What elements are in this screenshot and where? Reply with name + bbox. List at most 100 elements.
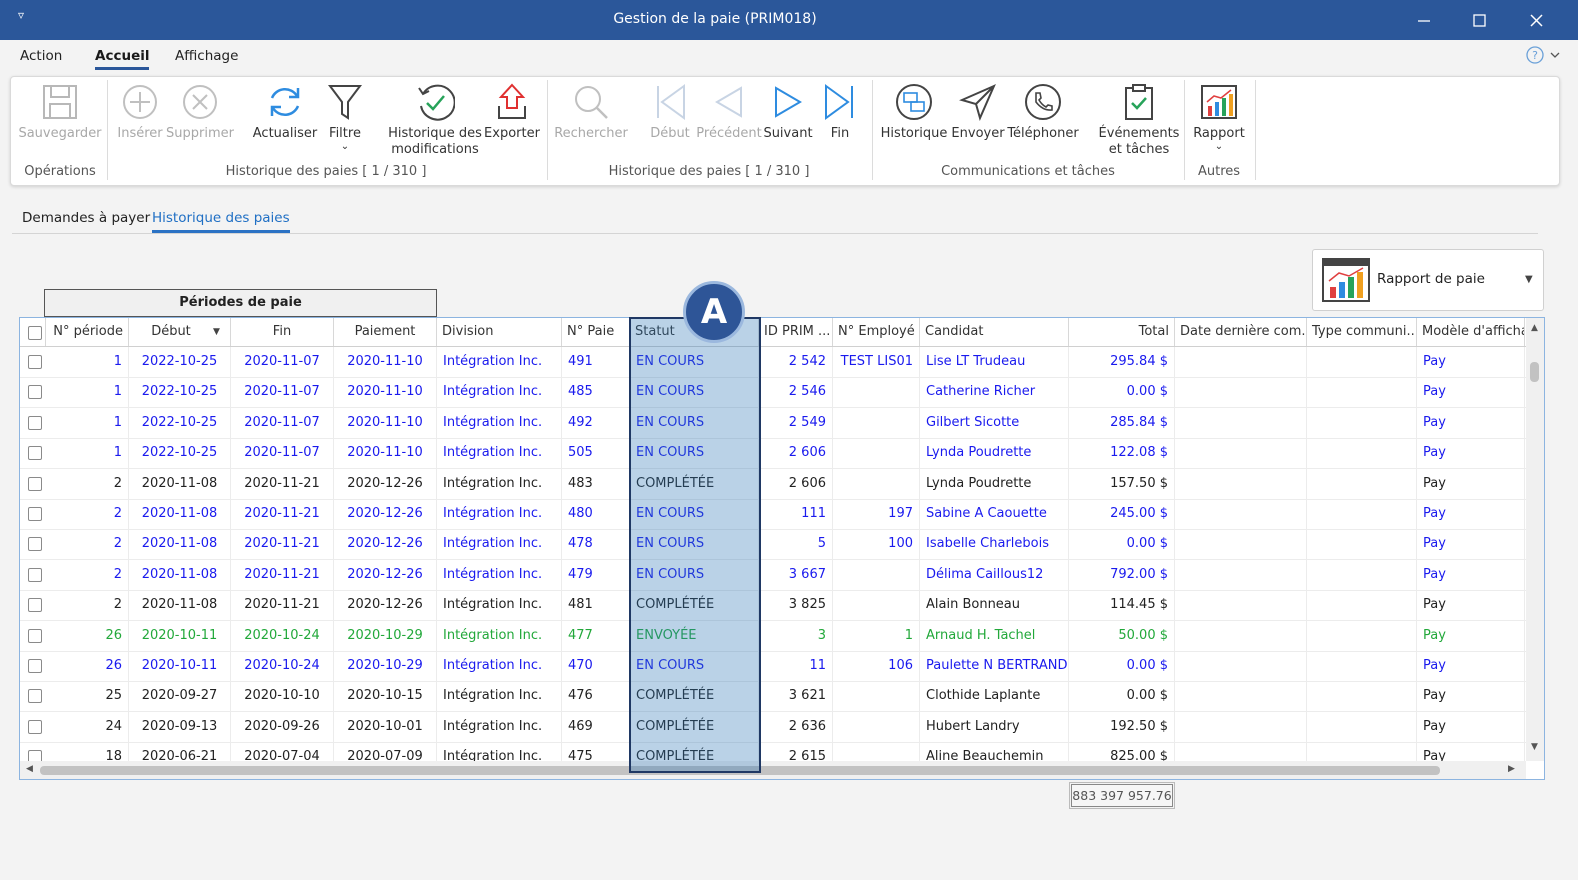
dropdown-arrow: ⌄ (297, 142, 393, 152)
grid-cell: 26 (46, 651, 129, 681)
checkbox[interactable] (28, 629, 42, 643)
grid-cell (833, 408, 920, 438)
grid-row: 182020-06-212020-07-042020-07-09Intégrat… (20, 742, 1526, 761)
grid-cell: 825.00 $ (1069, 742, 1175, 761)
report-button[interactable]: Rapport de paie ▼ (1312, 249, 1544, 311)
column-header[interactable]: Candidat (920, 318, 1069, 346)
grid-cell (833, 560, 920, 590)
phone-button[interactable]: Téléphoner (995, 82, 1091, 142)
grid-body: 12022-10-252020-11-072020-11-10Intégrati… (20, 347, 1526, 761)
scroll-up[interactable]: ▲ (1531, 323, 1538, 333)
column-header[interactable]: Date dernière com... (1175, 318, 1307, 346)
label: Téléphoner (1007, 126, 1078, 141)
delete-button[interactable]: Supprimer (152, 82, 248, 142)
checkbox[interactable] (28, 355, 42, 369)
grid-cell: 792.00 $ (1069, 560, 1175, 590)
menu-tab[interactable]: Affichage (175, 48, 238, 64)
horizontal-scrollbar[interactable]: ◀ ▶ (20, 761, 1526, 779)
grid-cell (1307, 712, 1417, 742)
checkbox[interactable] (28, 446, 42, 460)
checkbox[interactable] (28, 689, 42, 703)
report-menu-button[interactable]: Rapport⌄ (1171, 82, 1267, 152)
icon (180, 82, 220, 122)
grid-cell: 2 (46, 590, 129, 620)
grid-cell: 2020-11-21 (231, 529, 334, 559)
group-label: Communications et tâches (941, 164, 1115, 179)
grid-cell: Intégration Inc. (437, 590, 562, 620)
menu-tab[interactable]: Action (20, 48, 62, 64)
grid-cell: 491 (562, 347, 630, 377)
grid-cell: 2020-11-10 (334, 377, 437, 407)
column-header[interactable]: Fin (231, 318, 334, 346)
column-highlight (629, 317, 761, 773)
label: Exporter (484, 126, 540, 141)
column-header[interactable]: Total (1069, 318, 1175, 346)
window-controls[interactable] (1410, 10, 1560, 32)
checkbox[interactable] (28, 659, 42, 673)
column-header[interactable]: Modèle d'affichag (1417, 318, 1525, 346)
column-header[interactable]: Paiement (334, 318, 437, 346)
grid-cell: 478 (562, 529, 630, 559)
column-header[interactable]: Division (437, 318, 562, 346)
checkbox[interactable] (28, 507, 42, 521)
grid-cell: 2020-11-21 (231, 590, 334, 620)
grid-cell: 483 (562, 469, 630, 499)
grid-cell: Pay (1417, 712, 1525, 742)
grid-cell: 197 (833, 499, 920, 529)
help-icon[interactable]: ? (1524, 45, 1564, 65)
checkbox[interactable] (28, 385, 42, 399)
grid-cell (1307, 347, 1417, 377)
grid-cell: 2020-12-26 (334, 529, 437, 559)
column-header[interactable]: N° Employé (833, 318, 920, 346)
grid-cell: 111 (759, 499, 833, 529)
annotation-marker: A (683, 281, 745, 343)
icon (894, 82, 934, 122)
grid-cell (1175, 408, 1307, 438)
grid-cell: Intégration Inc. (437, 499, 562, 529)
grid-cell: Clothide Laplante (920, 681, 1069, 711)
column-header[interactable]: N° Paie (562, 318, 630, 346)
checkbox[interactable] (28, 598, 42, 612)
grid-cell: Gilbert Sicotte (920, 408, 1069, 438)
filter-button[interactable]: Filtre⌄ (297, 82, 393, 152)
checkbox[interactable] (28, 750, 42, 761)
checkbox[interactable] (28, 326, 42, 340)
checkbox[interactable] (28, 477, 42, 491)
grid-cell (1175, 651, 1307, 681)
grid-cell: 2020-12-26 (334, 590, 437, 620)
grid-cell: Intégration Inc. (437, 681, 562, 711)
grid-cell: Pay (1417, 438, 1525, 468)
grid-cell (1307, 590, 1417, 620)
scroll-thumb[interactable] (1530, 362, 1539, 382)
column-header[interactable]: Type communi... (1307, 318, 1417, 346)
total-sum: 883 397 957.76 (1071, 784, 1173, 807)
tab[interactable]: Historique des paies (152, 210, 290, 233)
tab[interactable]: Demandes à payer (22, 210, 150, 226)
column-header[interactable]: ID PRIM ... (759, 318, 833, 346)
grid-cell: Intégration Inc. (437, 560, 562, 590)
vertical-scrollbar[interactable]: ▲ ▼ (1526, 318, 1544, 761)
checkbox[interactable] (28, 568, 42, 582)
grid-cell (1307, 560, 1417, 590)
column-header[interactable]: N° période (46, 318, 129, 346)
scroll-down[interactable]: ▼ (1531, 742, 1538, 752)
scroll-left[interactable]: ◀ (26, 764, 33, 774)
grid-cell: Pay (1417, 681, 1525, 711)
grid-cell: 479 (562, 560, 630, 590)
grid-cell (1175, 377, 1307, 407)
menu-tab[interactable]: Accueil (95, 48, 149, 70)
checkbox[interactable] (28, 720, 42, 734)
checkbox[interactable] (28, 416, 42, 430)
window-title: Gestion de la paie (PRIM018) (0, 11, 1430, 27)
grid-cell: 469 (562, 712, 630, 742)
grid-cell: 2 636 (759, 712, 833, 742)
grid-cell (1175, 590, 1307, 620)
grid-cell: 0.00 $ (1069, 529, 1175, 559)
events-button[interactable]: Événements et tâches (1097, 82, 1181, 158)
checkbox[interactable] (28, 537, 42, 551)
grid-cell: 2020-12-26 (334, 469, 437, 499)
group-label: Historique des paies [ 1 / 310 ] (226, 164, 427, 179)
grid-cell: 18 (46, 742, 129, 761)
scroll-right[interactable]: ▶ (1508, 764, 1515, 774)
